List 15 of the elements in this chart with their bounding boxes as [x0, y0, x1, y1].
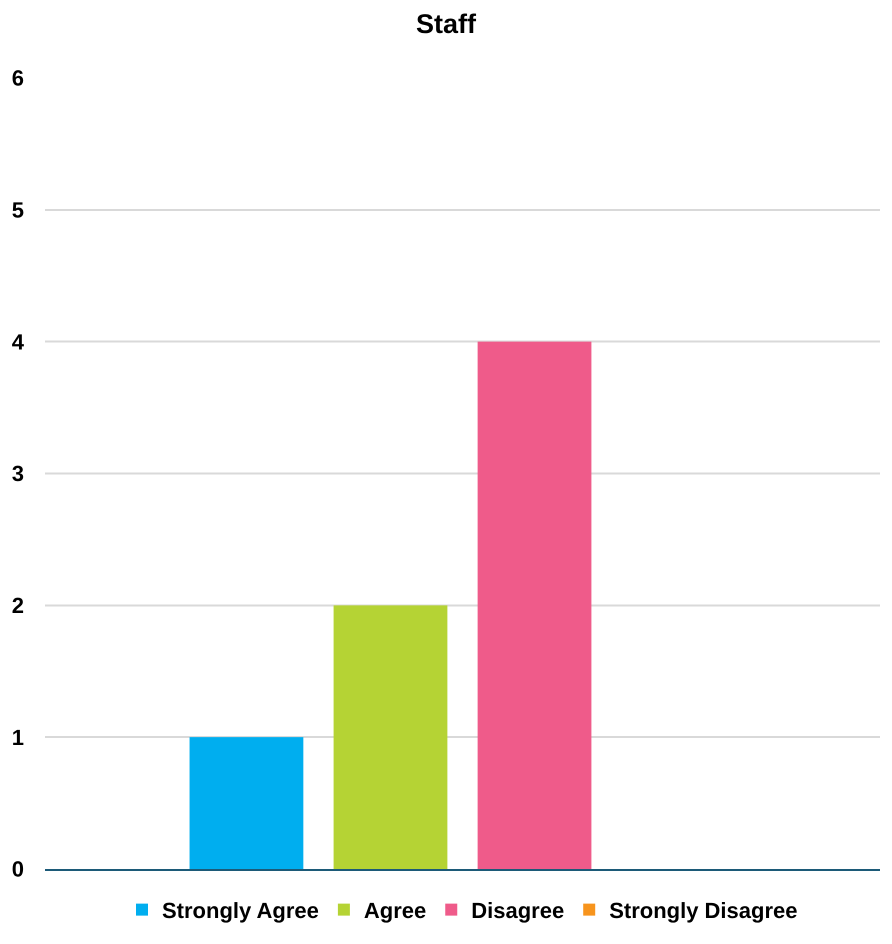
- y-tick-label: 2: [12, 593, 24, 618]
- bar: [334, 605, 448, 869]
- legend-label: Strongly Agree: [162, 898, 319, 924]
- legend-label: Disagree: [471, 898, 564, 924]
- legend-label: Agree: [364, 898, 426, 924]
- y-tick-label: 5: [12, 198, 24, 223]
- y-tick-label: 1: [12, 724, 24, 750]
- y-tick-label: 0: [12, 856, 24, 882]
- bar: [478, 342, 592, 869]
- y-tick-label: 6: [12, 66, 24, 91]
- legend-label: Strongly Disagree: [609, 898, 798, 924]
- y-tick-label: 4: [12, 329, 25, 354]
- y-tick-label: 3: [12, 461, 24, 486]
- chart-title: Staff: [416, 9, 478, 40]
- bar: [190, 737, 304, 869]
